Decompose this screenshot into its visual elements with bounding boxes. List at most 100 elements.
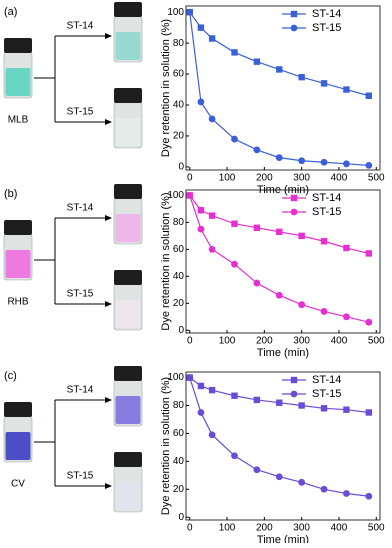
legend-label: ST-14 — [312, 8, 341, 20]
vial-liquid — [5, 250, 31, 278]
data-point — [197, 207, 205, 214]
data-point — [208, 431, 216, 439]
panel-label: (c) — [4, 370, 17, 382]
vial-liquid — [115, 118, 141, 146]
x-tick-label: 0 — [187, 173, 193, 184]
y-tick-label: 20 — [173, 131, 185, 142]
vial-liquid — [5, 432, 31, 460]
data-point — [320, 405, 328, 412]
data-point — [298, 301, 306, 309]
vial-cap — [114, 2, 142, 17]
data-point — [231, 260, 238, 268]
vial-cap — [114, 366, 142, 381]
plot-frame — [185, 371, 381, 521]
x-tick-label: 200 — [256, 173, 273, 184]
data-point — [253, 279, 261, 287]
x-tick-label: 100 — [219, 173, 236, 184]
x-tick-label: 300 — [293, 336, 310, 347]
vial-cap — [4, 220, 32, 235]
y-tick-label: 80 — [173, 38, 185, 49]
vial-liquid — [115, 482, 141, 510]
vial-liquid — [115, 214, 141, 242]
data-point — [208, 115, 216, 123]
vial-liquid — [115, 396, 141, 424]
x-tick-label: 500 — [368, 336, 385, 347]
y-tick-label: 100 — [167, 190, 184, 201]
branch-label: ST-15 — [67, 289, 94, 300]
x-tick-label: 500 — [368, 173, 385, 184]
legend-marker — [290, 24, 298, 32]
data-point — [231, 49, 238, 56]
data-point — [343, 86, 350, 93]
y-tick-label: 40 — [173, 456, 185, 467]
data-point — [275, 291, 283, 299]
data-point — [197, 98, 205, 106]
y-tick-label: 60 — [173, 428, 185, 439]
plot-frame — [185, 189, 381, 334]
data-point — [320, 485, 328, 493]
series-line — [189, 377, 369, 497]
data-point — [365, 161, 373, 169]
series-line — [189, 377, 369, 414]
y-tick-label: 40 — [173, 100, 185, 111]
dye-label: MLB — [8, 115, 29, 126]
x-tick-label: 400 — [331, 173, 348, 184]
y-tick-label: 80 — [173, 217, 185, 228]
y-tick-label: 100 — [167, 7, 184, 18]
data-point — [276, 399, 283, 406]
legend-marker — [290, 10, 298, 18]
arrow-head — [105, 119, 112, 125]
y-tick-label: 60 — [173, 69, 185, 80]
data-point — [253, 224, 261, 231]
data-point — [320, 238, 328, 245]
dye-label: CV — [11, 479, 25, 490]
data-point — [298, 232, 305, 240]
data-point — [365, 250, 373, 257]
y-tick-label: 40 — [173, 271, 185, 282]
series-line — [189, 195, 369, 254]
data-point — [365, 92, 373, 99]
x-tick-label: 100 — [219, 523, 236, 534]
data-point — [253, 466, 261, 474]
data-point — [343, 160, 350, 168]
legend-label: ST-15 — [312, 388, 341, 400]
data-point — [253, 146, 261, 154]
branch-label: ST-14 — [67, 385, 94, 396]
plot-frame — [185, 5, 381, 171]
y-tick-label: 80 — [173, 400, 185, 411]
vial-cap — [4, 402, 32, 417]
dye-label: RHB — [7, 297, 28, 308]
data-point — [275, 154, 283, 162]
data-point — [253, 396, 261, 404]
x-tick-label: 400 — [331, 523, 348, 534]
y-tick-label: 0 — [178, 162, 184, 173]
data-point — [231, 392, 238, 399]
data-point — [197, 409, 205, 416]
vial-liquid — [115, 300, 141, 328]
panel-label: (b) — [4, 188, 17, 200]
series-line — [189, 11, 369, 97]
panel-label: (a) — [4, 6, 17, 18]
data-point — [197, 225, 205, 233]
data-point — [253, 58, 261, 65]
branch-label: ST-15 — [67, 107, 94, 118]
data-point — [231, 220, 238, 227]
x-tick-label: 300 — [293, 523, 310, 534]
branch-label: ST-14 — [67, 203, 94, 214]
data-point — [208, 386, 216, 394]
data-point — [186, 8, 194, 16]
x-axis-label: Time (min) — [257, 534, 309, 543]
legend-label: ST-15 — [312, 206, 341, 218]
data-point — [320, 308, 328, 315]
x-tick-label: 400 — [331, 336, 348, 347]
x-tick-label: 0 — [187, 523, 193, 534]
arrow-head — [105, 301, 112, 307]
data-point — [186, 191, 194, 199]
series-line — [189, 12, 369, 166]
x-tick-label: 200 — [256, 336, 273, 347]
data-point — [298, 478, 306, 486]
x-tick-label: 500 — [368, 523, 385, 534]
data-point — [208, 212, 216, 219]
x-tick-label: 0 — [187, 336, 193, 347]
